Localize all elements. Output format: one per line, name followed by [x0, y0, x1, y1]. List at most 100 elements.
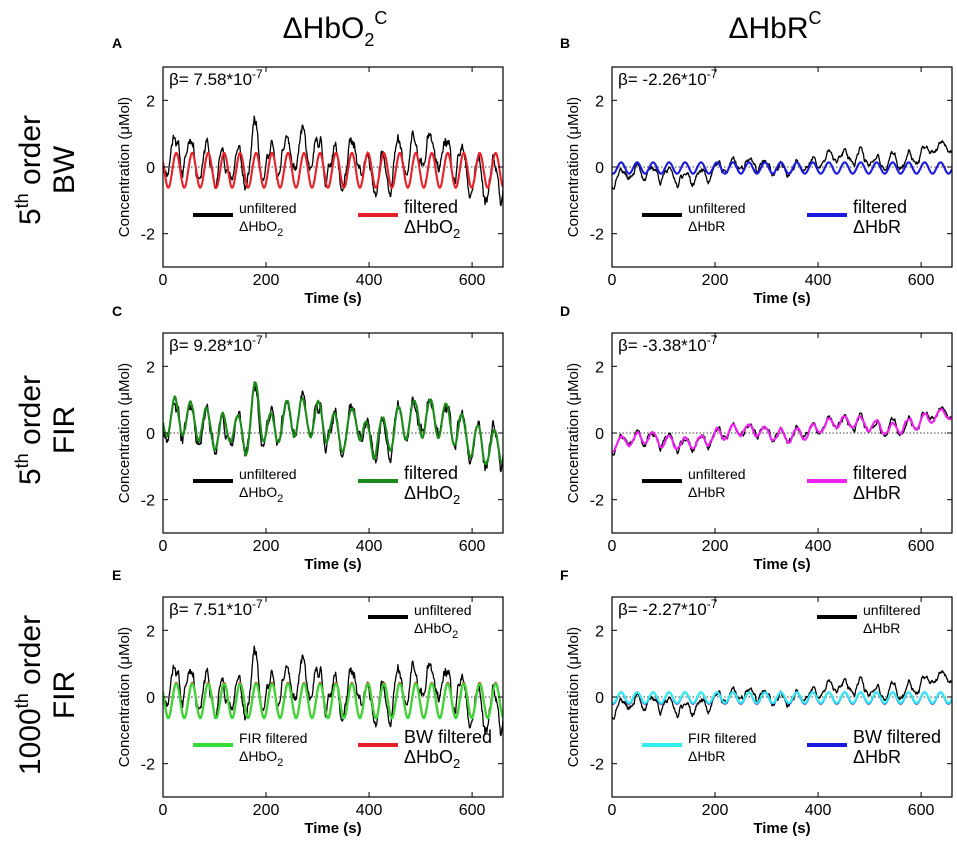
x-tick-label: 400	[356, 272, 383, 289]
x-axis-label: Time (s)	[753, 820, 810, 837]
x-tick-label: 600	[908, 272, 935, 289]
legend-label: filtered	[404, 463, 458, 483]
x-tick-label: 0	[608, 802, 617, 819]
y-tick-label: 2	[595, 93, 604, 110]
legend-entry: unfiltered ΔHbO2	[193, 466, 297, 505]
beta-annotation: β= 9.28*10-7	[169, 333, 263, 355]
panel-label-B: B	[560, 35, 570, 51]
y-tick-label: -2	[590, 227, 604, 244]
beta-annotation: β= -2.27*10-7	[618, 597, 718, 619]
column-title-hbo: ΔHbO2C	[283, 8, 388, 50]
y-tick-label: 0	[146, 426, 155, 443]
x-tick-label: 400	[805, 538, 832, 555]
series-fir5	[163, 381, 503, 466]
x-tick-label: 200	[702, 538, 729, 555]
legend-label-line2: ΔHbO2	[239, 484, 283, 505]
y-axis-label: Concentration (μMol)	[116, 97, 133, 237]
beta-annotation: β= -3.38*10-7	[618, 333, 718, 355]
x-tick-label: 0	[159, 538, 168, 555]
panel-label-E: E	[112, 567, 121, 583]
y-axis-label: Concentration (μMol)	[565, 97, 582, 237]
legend-entry: FIR filtered ΔHbR	[642, 730, 756, 764]
y-axis-label: Concentration (μMol)	[116, 627, 133, 767]
legend-label-line2: ΔHbO2	[239, 748, 283, 769]
beta-annotation: β= -2.26*10-7	[618, 67, 718, 89]
y-tick-label: 0	[595, 160, 604, 177]
legend-label: unfiltered	[688, 466, 746, 482]
svg-text:5th order: 5th order	[12, 115, 47, 225]
x-axis-label: Time (s)	[753, 556, 810, 573]
x-tick-label: 200	[702, 272, 729, 289]
legend-label-line2: ΔHbR	[688, 748, 725, 764]
legend-label: unfiltered	[239, 200, 297, 216]
svg-text:FIR: FIR	[48, 671, 81, 719]
y-tick-label: -2	[590, 493, 604, 510]
y-axis-label: Concentration (μMol)	[565, 627, 582, 767]
legend-label-line2: ΔHbR	[853, 747, 901, 767]
panel-label-C: C	[112, 303, 122, 319]
x-tick-label: 200	[253, 802, 280, 819]
legend-label: FIR filtered	[688, 730, 756, 746]
y-tick-label: 2	[146, 93, 155, 110]
row-title-3: 1000th order FIR	[12, 615, 81, 775]
panel-E: E 0 200 400 600 2 0 -2 Time (s) Concentration (μM…	[112, 567, 504, 837]
legend-label-line2: ΔHbO2	[239, 218, 283, 239]
x-tick-label: 400	[356, 538, 383, 555]
x-axis-label: Time (s)	[753, 290, 810, 307]
legend-label: unfiltered	[239, 466, 297, 482]
y-tick-label: 0	[595, 690, 604, 707]
legend-label: filtered	[853, 197, 907, 217]
series-fir1000	[612, 691, 952, 705]
x-tick-label: 600	[908, 802, 935, 819]
legend-label: filtered	[853, 463, 907, 483]
series-bw	[163, 151, 503, 189]
x-tick-label: 400	[805, 272, 832, 289]
x-tick-label: 600	[459, 802, 486, 819]
column-title-hbr: ΔHbRC	[728, 8, 821, 45]
y-tick-label: 2	[595, 359, 604, 376]
panel-F: F 0 200 400 600 2 0 -2 Time (s) Concentration (μM…	[560, 567, 953, 837]
x-axis-label: Time (s)	[304, 820, 361, 837]
legend-label: unfiltered	[414, 602, 472, 618]
x-tick-label: 0	[159, 272, 168, 289]
x-tick-label: 0	[159, 802, 168, 819]
y-tick-label: 2	[146, 623, 155, 640]
y-tick-label: 2	[146, 359, 155, 376]
y-tick-label: -2	[590, 757, 604, 774]
legend-entry: FIR filtered ΔHbO2	[193, 730, 307, 769]
svg-text:BW: BW	[48, 145, 81, 194]
legend-entry: unfiltered ΔHbR	[642, 200, 746, 234]
x-tick-label: 600	[459, 272, 486, 289]
panel-B: B 0 200 400 600 2 0 -2 Time (s) Concentration (μM…	[560, 35, 953, 307]
y-tick-label: 0	[146, 160, 155, 177]
panel-label-F: F	[560, 567, 569, 583]
panel-C: C 0 200 400 600 2 0 -2 Time (s) Concentration (μM…	[112, 303, 504, 573]
legend-entry: unfiltered ΔHbR	[817, 602, 921, 636]
legend-label-line2: ΔHbO2	[414, 620, 458, 641]
y-tick-label: -2	[141, 757, 155, 774]
series-bw	[612, 161, 952, 175]
panel-label-D: D	[560, 303, 570, 319]
legend-label: BW filtered	[853, 727, 941, 747]
legend-label: unfiltered	[863, 602, 921, 618]
x-tick-label: 600	[908, 538, 935, 555]
row-title-1: 5th order BW	[12, 115, 81, 225]
beta-annotation: β= 7.51*10-7	[169, 597, 263, 619]
legend-label-line2: ΔHbR	[863, 620, 900, 636]
legend-label-line2: ΔHbO2	[404, 217, 460, 241]
x-tick-label: 400	[805, 802, 832, 819]
svg-text:5th order: 5th order	[12, 375, 47, 485]
legend-label-line2: ΔHbO2	[404, 747, 460, 771]
legend-label: filtered	[404, 197, 458, 217]
legend-entry: unfiltered ΔHbR	[642, 466, 746, 500]
x-axis-label: Time (s)	[304, 556, 361, 573]
legend-label: unfiltered	[688, 200, 746, 216]
svg-text:1000th order: 1000th order	[12, 615, 47, 775]
series-fir5	[612, 408, 952, 453]
